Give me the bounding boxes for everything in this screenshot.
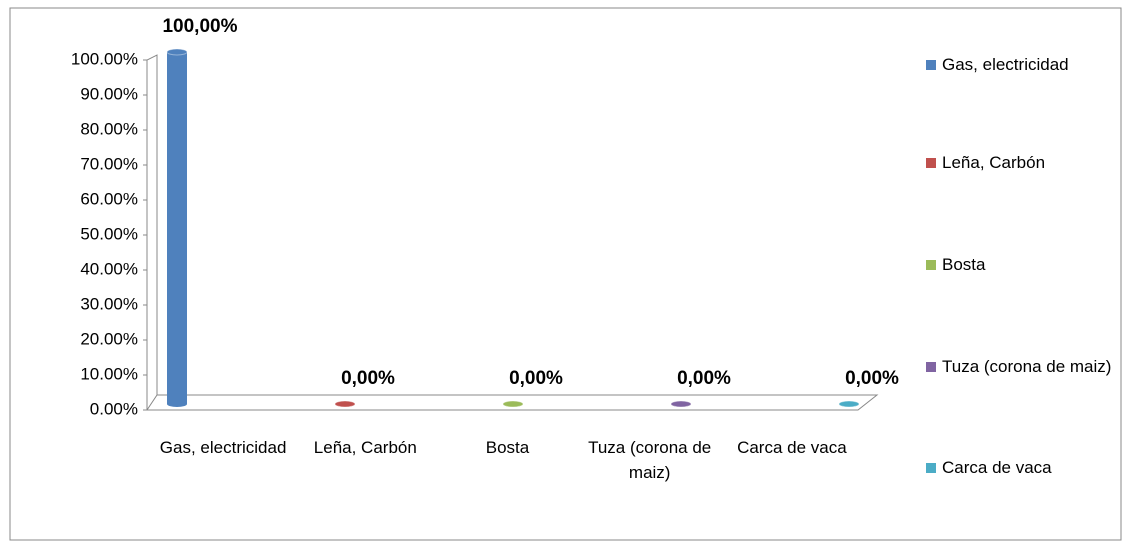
bar-cap (166, 48, 188, 56)
bar-body (167, 52, 187, 407)
x-tick-label: Tuza (corona de maiz) (588, 438, 712, 482)
y-tick-label: 60.00% (80, 189, 138, 208)
legend-label: Leña, Carbón (942, 153, 1046, 172)
bar-cap (670, 400, 692, 408)
y-tick-label: 10.00% (80, 364, 138, 383)
chart-border (9, 7, 1122, 541)
value-label: 0,00% (509, 368, 563, 389)
legend-swatch (926, 260, 936, 270)
bar (334, 400, 356, 408)
legend-swatch (926, 362, 936, 372)
legend-swatch (926, 463, 936, 473)
y-tick-label: 30.00% (80, 294, 138, 313)
x-tick-label: Leña, Carbón (313, 438, 417, 457)
value-label: 100,00% (162, 16, 237, 37)
y-tick-label: 100.00% (71, 49, 138, 68)
y-tick-label: 20.00% (80, 329, 138, 348)
bar (838, 400, 860, 408)
y-tick-label: 0.00% (90, 399, 138, 418)
floor (146, 394, 879, 411)
x-tick-label: Gas, electricidad (159, 438, 287, 457)
value-label: 0,00% (845, 368, 899, 389)
value-label: 0,00% (341, 368, 395, 389)
bar (670, 400, 692, 408)
y-tick-label: 80.00% (80, 119, 138, 138)
y-tick-label: 50.00% (80, 224, 138, 243)
bar-cap (838, 400, 860, 408)
legend-label: Bosta (942, 255, 986, 274)
legend-swatch (926, 158, 936, 168)
y-tick-label: 90.00% (80, 84, 138, 103)
axis-wall (146, 54, 158, 410)
bar-cap (502, 400, 524, 408)
bar-cap (334, 400, 356, 408)
bar (502, 400, 524, 408)
x-tick-label: Carca de vaca (737, 438, 847, 457)
x-tick-label: Bosta (485, 438, 530, 457)
legend-label: Tuza (corona de maiz) (942, 357, 1112, 376)
y-tick-label: 40.00% (80, 259, 138, 278)
legend-label: Gas, electricidad (942, 55, 1069, 74)
y-tick-label: 70.00% (80, 154, 138, 173)
legend-label: Carca de vaca (942, 458, 1052, 477)
bar (166, 48, 188, 407)
value-label: 0,00% (677, 368, 731, 389)
legend-swatch (926, 60, 936, 70)
